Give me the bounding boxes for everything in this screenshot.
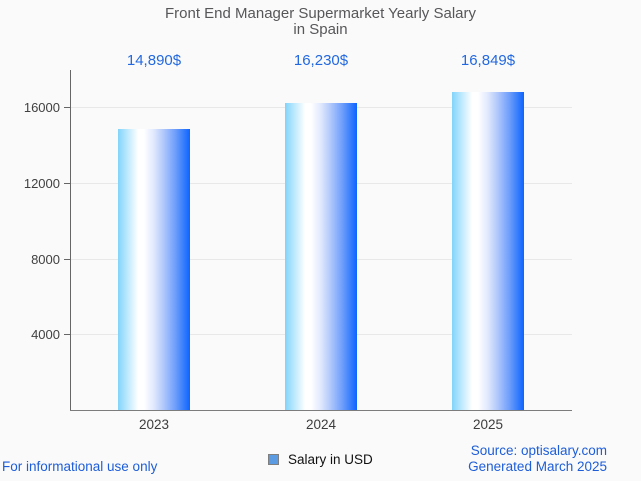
y-tick-8000 xyxy=(64,258,71,260)
generated-date: Generated March 2025 xyxy=(468,459,607,474)
legend-marker-icon xyxy=(268,453,279,465)
bar-2024 xyxy=(285,103,357,411)
x-axis-label: 2025 xyxy=(472,417,504,432)
source-link[interactable]: Source: optisalary.com xyxy=(470,443,607,458)
value-label: 16,230$ xyxy=(293,52,349,69)
y-tick-4000 xyxy=(64,334,71,336)
chart-title-line2: in Spain xyxy=(293,21,348,38)
y-tick-label: 8000 xyxy=(31,251,60,267)
source-attribution: Source: optisalary.com Generated March 2… xyxy=(468,443,607,475)
x-axis-label: 2024 xyxy=(305,417,337,432)
y-tick-label: 12000 xyxy=(23,175,60,191)
y-tick-12000 xyxy=(64,182,71,184)
bar-2025 xyxy=(452,91,524,411)
y-tick-label: 4000 xyxy=(31,327,60,343)
legend: Salary in USD xyxy=(268,450,373,468)
x-axis-line xyxy=(70,410,572,411)
chart-title: Front End Manager Supermarket Yearly Sal… xyxy=(0,6,641,38)
legend-label: Salary in USD xyxy=(288,451,373,467)
chart-title-line1: Front End Manager Supermarket Yearly Sal… xyxy=(165,5,476,22)
y-tick-16000 xyxy=(64,107,71,109)
value-label: 14,890$ xyxy=(126,52,182,69)
bar-2023 xyxy=(118,128,190,411)
y-axis-line xyxy=(70,70,71,411)
x-axis-label: 2023 xyxy=(138,417,170,432)
value-label: 16,849$ xyxy=(460,52,516,69)
disclaimer-text: For informational use only xyxy=(2,459,158,474)
y-tick-label: 16000 xyxy=(23,100,60,116)
